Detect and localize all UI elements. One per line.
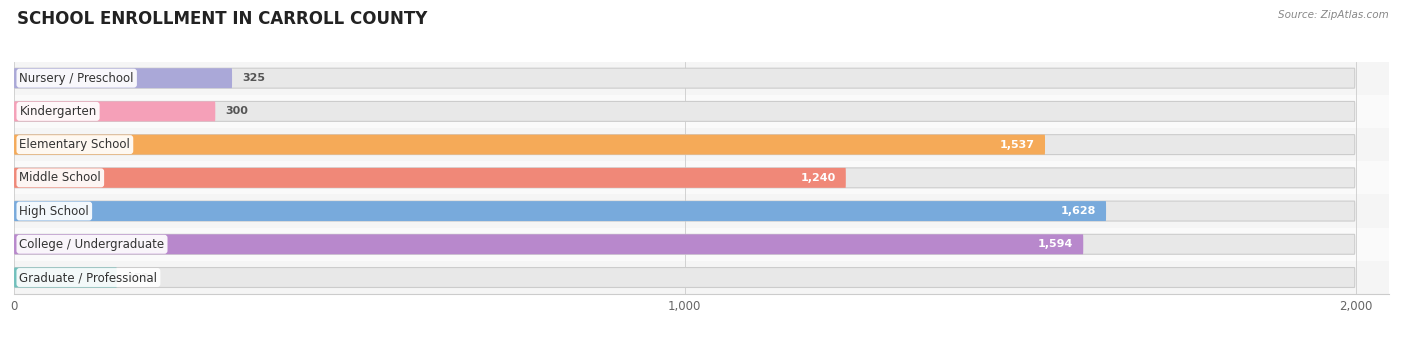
Text: SCHOOL ENROLLMENT IN CARROLL COUNTY: SCHOOL ENROLLMENT IN CARROLL COUNTY (17, 10, 427, 28)
Text: 300: 300 (225, 106, 249, 116)
Text: 153: 153 (127, 273, 150, 282)
Bar (14, 261, 1389, 294)
Text: Source: ZipAtlas.com: Source: ZipAtlas.com (1278, 10, 1389, 20)
Text: Middle School: Middle School (20, 171, 101, 184)
Bar (14, 62, 1389, 95)
Text: College / Undergraduate: College / Undergraduate (20, 238, 165, 251)
Bar (14, 228, 1389, 261)
Bar (14, 195, 1389, 228)
FancyBboxPatch shape (14, 102, 215, 121)
FancyBboxPatch shape (14, 234, 1083, 254)
Text: Nursery / Preschool: Nursery / Preschool (20, 72, 134, 85)
Text: Graduate / Professional: Graduate / Professional (20, 271, 157, 284)
Text: 325: 325 (242, 73, 266, 83)
FancyBboxPatch shape (14, 267, 1355, 288)
Text: High School: High School (20, 205, 89, 218)
Text: 1,594: 1,594 (1038, 239, 1073, 249)
FancyBboxPatch shape (14, 68, 232, 88)
FancyBboxPatch shape (14, 168, 1355, 188)
FancyBboxPatch shape (14, 201, 1355, 221)
Bar (14, 95, 1389, 128)
FancyBboxPatch shape (14, 102, 1355, 121)
Bar (14, 161, 1389, 195)
Bar (14, 128, 1389, 161)
FancyBboxPatch shape (14, 168, 846, 188)
FancyBboxPatch shape (14, 234, 1355, 254)
FancyBboxPatch shape (14, 135, 1045, 155)
FancyBboxPatch shape (14, 267, 117, 288)
Text: 1,537: 1,537 (1000, 140, 1035, 149)
Text: 1,628: 1,628 (1060, 206, 1097, 216)
FancyBboxPatch shape (14, 68, 1355, 88)
Text: Kindergarten: Kindergarten (20, 105, 97, 118)
Text: Elementary School: Elementary School (20, 138, 131, 151)
FancyBboxPatch shape (14, 201, 1107, 221)
FancyBboxPatch shape (14, 135, 1355, 155)
Text: 1,240: 1,240 (800, 173, 835, 183)
